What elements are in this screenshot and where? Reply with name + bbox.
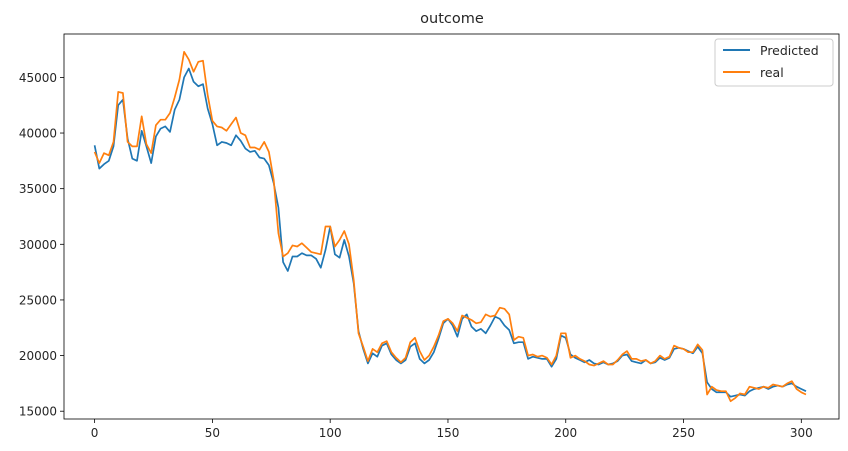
x-tick-label: 100 xyxy=(319,426,342,440)
series-lines xyxy=(93,50,807,403)
x-tick-label: 0 xyxy=(91,426,99,440)
plot-frame xyxy=(63,33,840,420)
x-tick-label: 250 xyxy=(672,426,695,440)
legend: Predicted real xyxy=(714,38,834,87)
y-axis: 15000 20000 25000 30000 35000 40000 45000 xyxy=(19,71,64,419)
y-tick-label: 40000 xyxy=(19,127,57,141)
y-tick-label: 45000 xyxy=(19,71,57,85)
legend-label-predicted: Predicted xyxy=(760,43,819,58)
y-tick-label: 30000 xyxy=(19,238,57,252)
y-tick-label: 15000 xyxy=(19,405,57,419)
series-line-real xyxy=(93,50,807,403)
y-tick-label: 35000 xyxy=(19,182,57,196)
x-tick-label: 300 xyxy=(790,426,813,440)
x-axis: 0 50 100 150 200 250 300 xyxy=(91,419,813,440)
x-tick-label: 200 xyxy=(554,426,577,440)
y-tick-label: 25000 xyxy=(19,293,57,307)
y-tick-label: 20000 xyxy=(19,349,57,363)
legend-label-real: real xyxy=(760,65,784,80)
x-tick-label: 150 xyxy=(437,426,460,440)
chart-title: outcome xyxy=(420,11,484,27)
x-tick-label: 50 xyxy=(205,426,220,440)
